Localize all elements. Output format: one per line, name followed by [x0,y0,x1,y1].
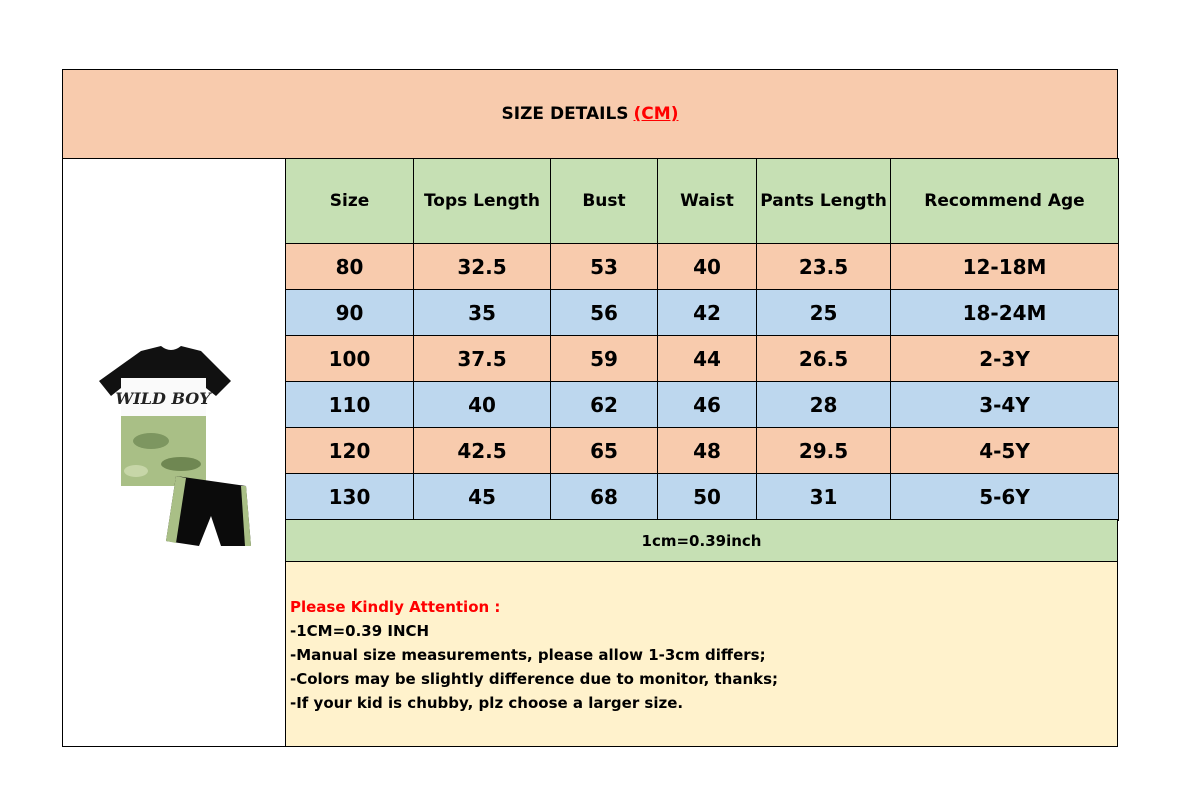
cell-bust: 56 [550,289,658,336]
cell-recommend-age: 3-4Y [890,381,1119,428]
cell-recommend-age: 12-18M [890,243,1119,290]
header-waist: Waist [657,158,757,244]
cell-bust: 59 [550,335,658,382]
header-size: Size [285,158,414,244]
cell-pants-length: 31 [756,473,891,521]
cell-bust: 65 [550,427,658,474]
cell-recommend-age: 5-6Y [890,473,1119,521]
product-image: WILD BOY [99,345,251,546]
cell-size: 90 [285,289,414,336]
cell-waist: 46 [657,381,757,428]
cell-bust: 62 [550,381,658,428]
cell-waist: 40 [657,243,757,290]
cell-tops-length: 35 [413,289,551,336]
cell-tops-length: 37.5 [413,335,551,382]
wild-boy-print: WILD BOY [115,389,212,408]
cell-bust: 53 [550,243,658,290]
conversion-note: 1cm=0.39inch [285,519,1118,562]
cell-waist: 42 [657,289,757,336]
attention-heading: Please Kindly Attention : [290,598,501,616]
cell-tops-length: 45 [413,473,551,521]
header-bust: Bust [550,158,658,244]
attention-line: -Colors may be slightly difference due t… [290,670,779,688]
attention-box: Please Kindly Attention : -1CM=0.39 INCH… [285,561,1118,747]
cell-recommend-age: 2-3Y [890,335,1119,382]
size-details-title: SIZE DETAILS (CM) [62,69,1118,159]
header-recommend-age: Recommend Age [890,158,1119,244]
cell-tops-length: 40 [413,381,551,428]
cell-size: 100 [285,335,414,382]
cell-size: 120 [285,427,414,474]
cell-pants-length: 29.5 [756,427,891,474]
cell-pants-length: 26.5 [756,335,891,382]
title-text: SIZE DETAILS [501,104,629,124]
cell-bust: 68 [550,473,658,521]
cell-pants-length: 23.5 [756,243,891,290]
cell-waist: 50 [657,473,757,521]
product-image-cell: WILD BOY [62,158,286,747]
cell-pants-length: 25 [756,289,891,336]
cell-pants-length: 28 [756,381,891,428]
header-pants-length: Pants Length [756,158,891,244]
cell-recommend-age: 4-5Y [890,427,1119,474]
header-tops-length: Tops Length [413,158,551,244]
cell-tops-length: 32.5 [413,243,551,290]
cell-waist: 44 [657,335,757,382]
cell-size: 110 [285,381,414,428]
attention-line: -Manual size measurements, please allow … [290,646,766,664]
cell-tops-length: 42.5 [413,427,551,474]
cell-recommend-age: 18-24M [890,289,1119,336]
title-unit: (CM) [633,104,679,124]
cell-waist: 48 [657,427,757,474]
attention-line: -If your kid is chubby, plz choose a lar… [290,694,684,712]
cell-size: 80 [285,243,414,290]
cell-size: 130 [285,473,414,521]
attention-line: -1CM=0.39 INCH [290,622,430,640]
